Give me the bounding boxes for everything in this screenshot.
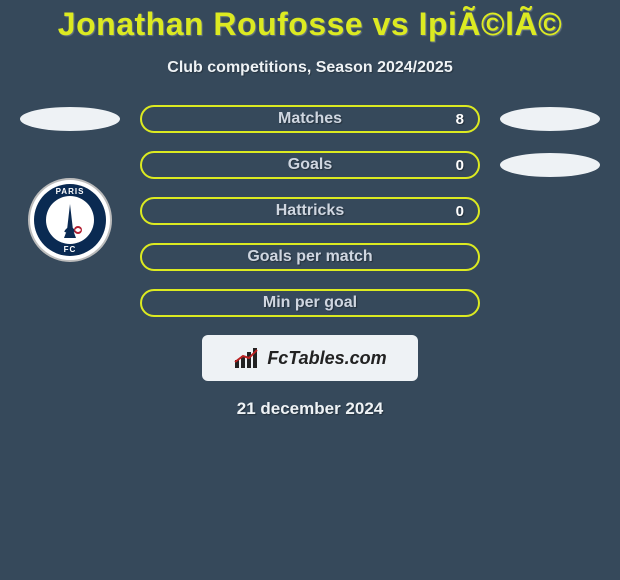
stat-pill-goals-per-match: Goals per match (140, 243, 480, 271)
stat-right-value: 8 (456, 111, 464, 128)
left-slot (20, 151, 120, 179)
right-slot (500, 105, 600, 133)
paris-fc-badge-ring: PARIS FC (34, 184, 106, 256)
comparison-title: Jonathan Roufosse vs IpiÃ©lÃ© (0, 0, 620, 43)
paris-fc-badge: PARIS FC (28, 178, 112, 262)
stat-pill-min-per-goal: Min per goal (140, 289, 480, 317)
stat-label: Min per goal (142, 294, 478, 312)
right-slot (500, 197, 600, 225)
right-slot (500, 151, 600, 179)
stat-row: Matches 8 (0, 105, 620, 133)
stat-right-value: 0 (456, 203, 464, 220)
comparison-card: Jonathan Roufosse vs IpiÃ©lÃ© Club compe… (0, 0, 620, 580)
fctables-branding[interactable]: FcTables.com (202, 335, 418, 381)
left-slot (20, 105, 120, 133)
stat-pill-hattricks: Hattricks 0 (140, 197, 480, 225)
stat-label: Hattricks (142, 202, 478, 220)
stat-label: Goals (142, 156, 478, 174)
stat-label: Goals per match (142, 248, 478, 266)
badge-top-text: PARIS (56, 187, 85, 196)
bar-chart-icon (233, 346, 261, 370)
stat-row: Min per goal (0, 289, 620, 317)
badge-bottom-text: FC (64, 245, 77, 254)
eiffel-tower-icon (50, 200, 90, 240)
fctables-label: FcTables.com (267, 348, 386, 369)
generated-date: 21 december 2024 (0, 399, 620, 419)
right-oval (500, 107, 600, 131)
left-slot (20, 289, 120, 317)
stat-pill-goals: Goals 0 (140, 151, 480, 179)
stat-pill-matches: Matches 8 (140, 105, 480, 133)
badge-center (46, 196, 94, 244)
stat-label: Matches (142, 110, 478, 128)
right-slot (500, 289, 600, 317)
stat-right-value: 0 (456, 157, 464, 174)
right-oval (500, 153, 600, 177)
right-slot (500, 243, 600, 271)
comparison-subtitle: Club competitions, Season 2024/2025 (0, 59, 620, 77)
left-oval (20, 107, 120, 131)
stat-row: Goals 0 (0, 151, 620, 179)
